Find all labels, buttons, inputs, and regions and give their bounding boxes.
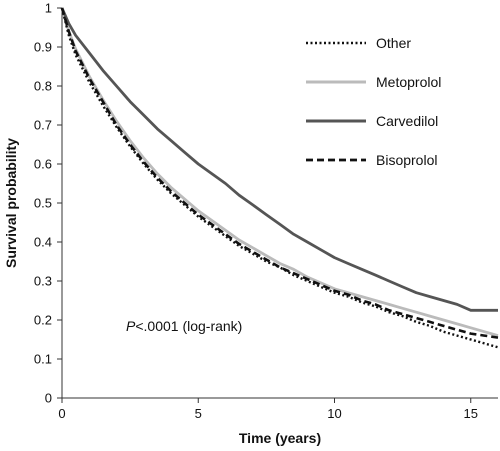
x-tick-label: 5 [195, 406, 202, 421]
x-tick-label: 0 [58, 406, 65, 421]
legend-label-other: Other [376, 35, 411, 51]
annotation-p-value-text: <.0001 (log-rank) [135, 318, 242, 334]
y-axis-title: Survival probability [3, 138, 19, 268]
y-tick-label: 0.2 [34, 313, 52, 328]
y-tick-label: 1 [45, 1, 52, 16]
y-tick-label: 0.7 [34, 118, 52, 133]
legend-label-bisoprolol: Bisoprolol [376, 152, 437, 168]
y-tick-label: 0.9 [34, 40, 52, 55]
y-tick-label: 0.6 [34, 157, 52, 172]
y-tick-label: 0.5 [34, 196, 52, 211]
y-tick-label: 0.1 [34, 352, 52, 367]
legend-label-metoprolol: Metoprolol [376, 74, 441, 90]
y-tick-label: 0.8 [34, 79, 52, 94]
logrank-annotation: P<.0001 (log-rank) [126, 318, 242, 334]
y-tick-label: 0 [45, 391, 52, 406]
plot-axes: 00.10.20.30.40.50.60.70.80.910 5 10 15 [34, 1, 498, 421]
y-tick-label: 0.4 [34, 235, 52, 250]
legend-label-carvedilol: Carvedilol [376, 113, 438, 129]
x-tick-label: 15 [464, 406, 478, 421]
y-tick-label: 0.3 [34, 274, 52, 289]
x-tick-label: 10 [327, 406, 341, 421]
x-axis-title: Time (years) [239, 430, 321, 446]
annotation-p-value-symbol: P [126, 318, 136, 334]
series-line-metoprolol [60, 7, 499, 337]
series-line-carvedilol [60, 7, 498, 312]
series-line-bisoprolol [60, 7, 499, 339]
legend: Other Metoprolol Carvedilol Bisoprolol [306, 35, 441, 168]
series-layer [60, 7, 499, 349]
